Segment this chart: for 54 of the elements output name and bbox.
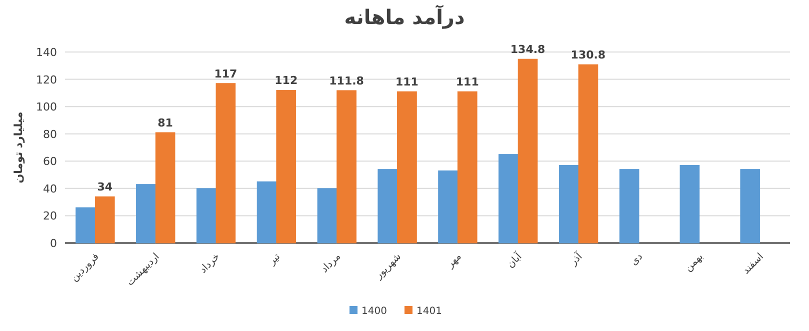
y-axis-title: میلیارد تومان [12,112,25,184]
bar [438,170,458,244]
data-label: 111.8 [329,74,364,88]
data-label: 130.8 [570,48,606,62]
y-tick-label: 140 [36,46,57,59]
x-tick-label: دی [628,251,646,268]
y-tick-label: 120 [36,73,57,86]
bar [76,207,96,244]
x-tick-label: آبان [504,249,526,270]
bar [136,184,156,244]
bar [518,58,538,244]
y-tick-label: 20 [43,210,57,223]
bar [276,90,296,244]
bar [457,91,478,244]
bar [256,181,277,244]
chart-title: درآمد ماهانه [344,4,465,29]
bar [498,154,518,244]
x-tick-label: آذر [566,249,586,268]
x-tick-label: فروردین [68,251,102,284]
y-tick-label: 100 [36,100,57,114]
legend-label: 1401 [416,306,442,317]
y-tick-label: 40 [43,182,57,196]
data-label: 81 [158,116,173,130]
data-label: 134.8 [510,43,546,56]
x-tick-label: اردیبهشت [124,251,162,288]
bar [336,90,356,244]
legend-label: 1400 [362,306,387,317]
data-label: 117 [214,67,238,80]
bar [216,83,236,244]
x-tick-label: مرداد [319,251,343,276]
data-label: 112 [274,74,298,88]
data-label: 111 [456,76,479,89]
bar [196,188,216,244]
bar [680,164,700,244]
x-tick-label: خرداد [198,251,222,276]
y-tick-label: 0 [50,237,57,250]
bar [94,196,115,244]
bar [378,169,398,244]
x-tick-label: اسفند [740,251,766,276]
bar [740,169,760,244]
x-tick-label: مهر [444,251,464,271]
data-label: 111 [395,76,418,89]
bar [578,64,598,244]
bar [317,188,338,244]
data-label: 34 [97,180,113,194]
bar [155,132,176,244]
bar [397,91,417,244]
x-tick-label: شهریور [372,251,404,282]
y-tick-label: 80 [43,128,57,141]
y-tick-label: 60 [43,155,57,168]
x-tick-label: تیر [266,251,283,268]
bar [558,164,579,244]
x-tick-label: بهمن [683,251,706,274]
bar [619,169,640,244]
